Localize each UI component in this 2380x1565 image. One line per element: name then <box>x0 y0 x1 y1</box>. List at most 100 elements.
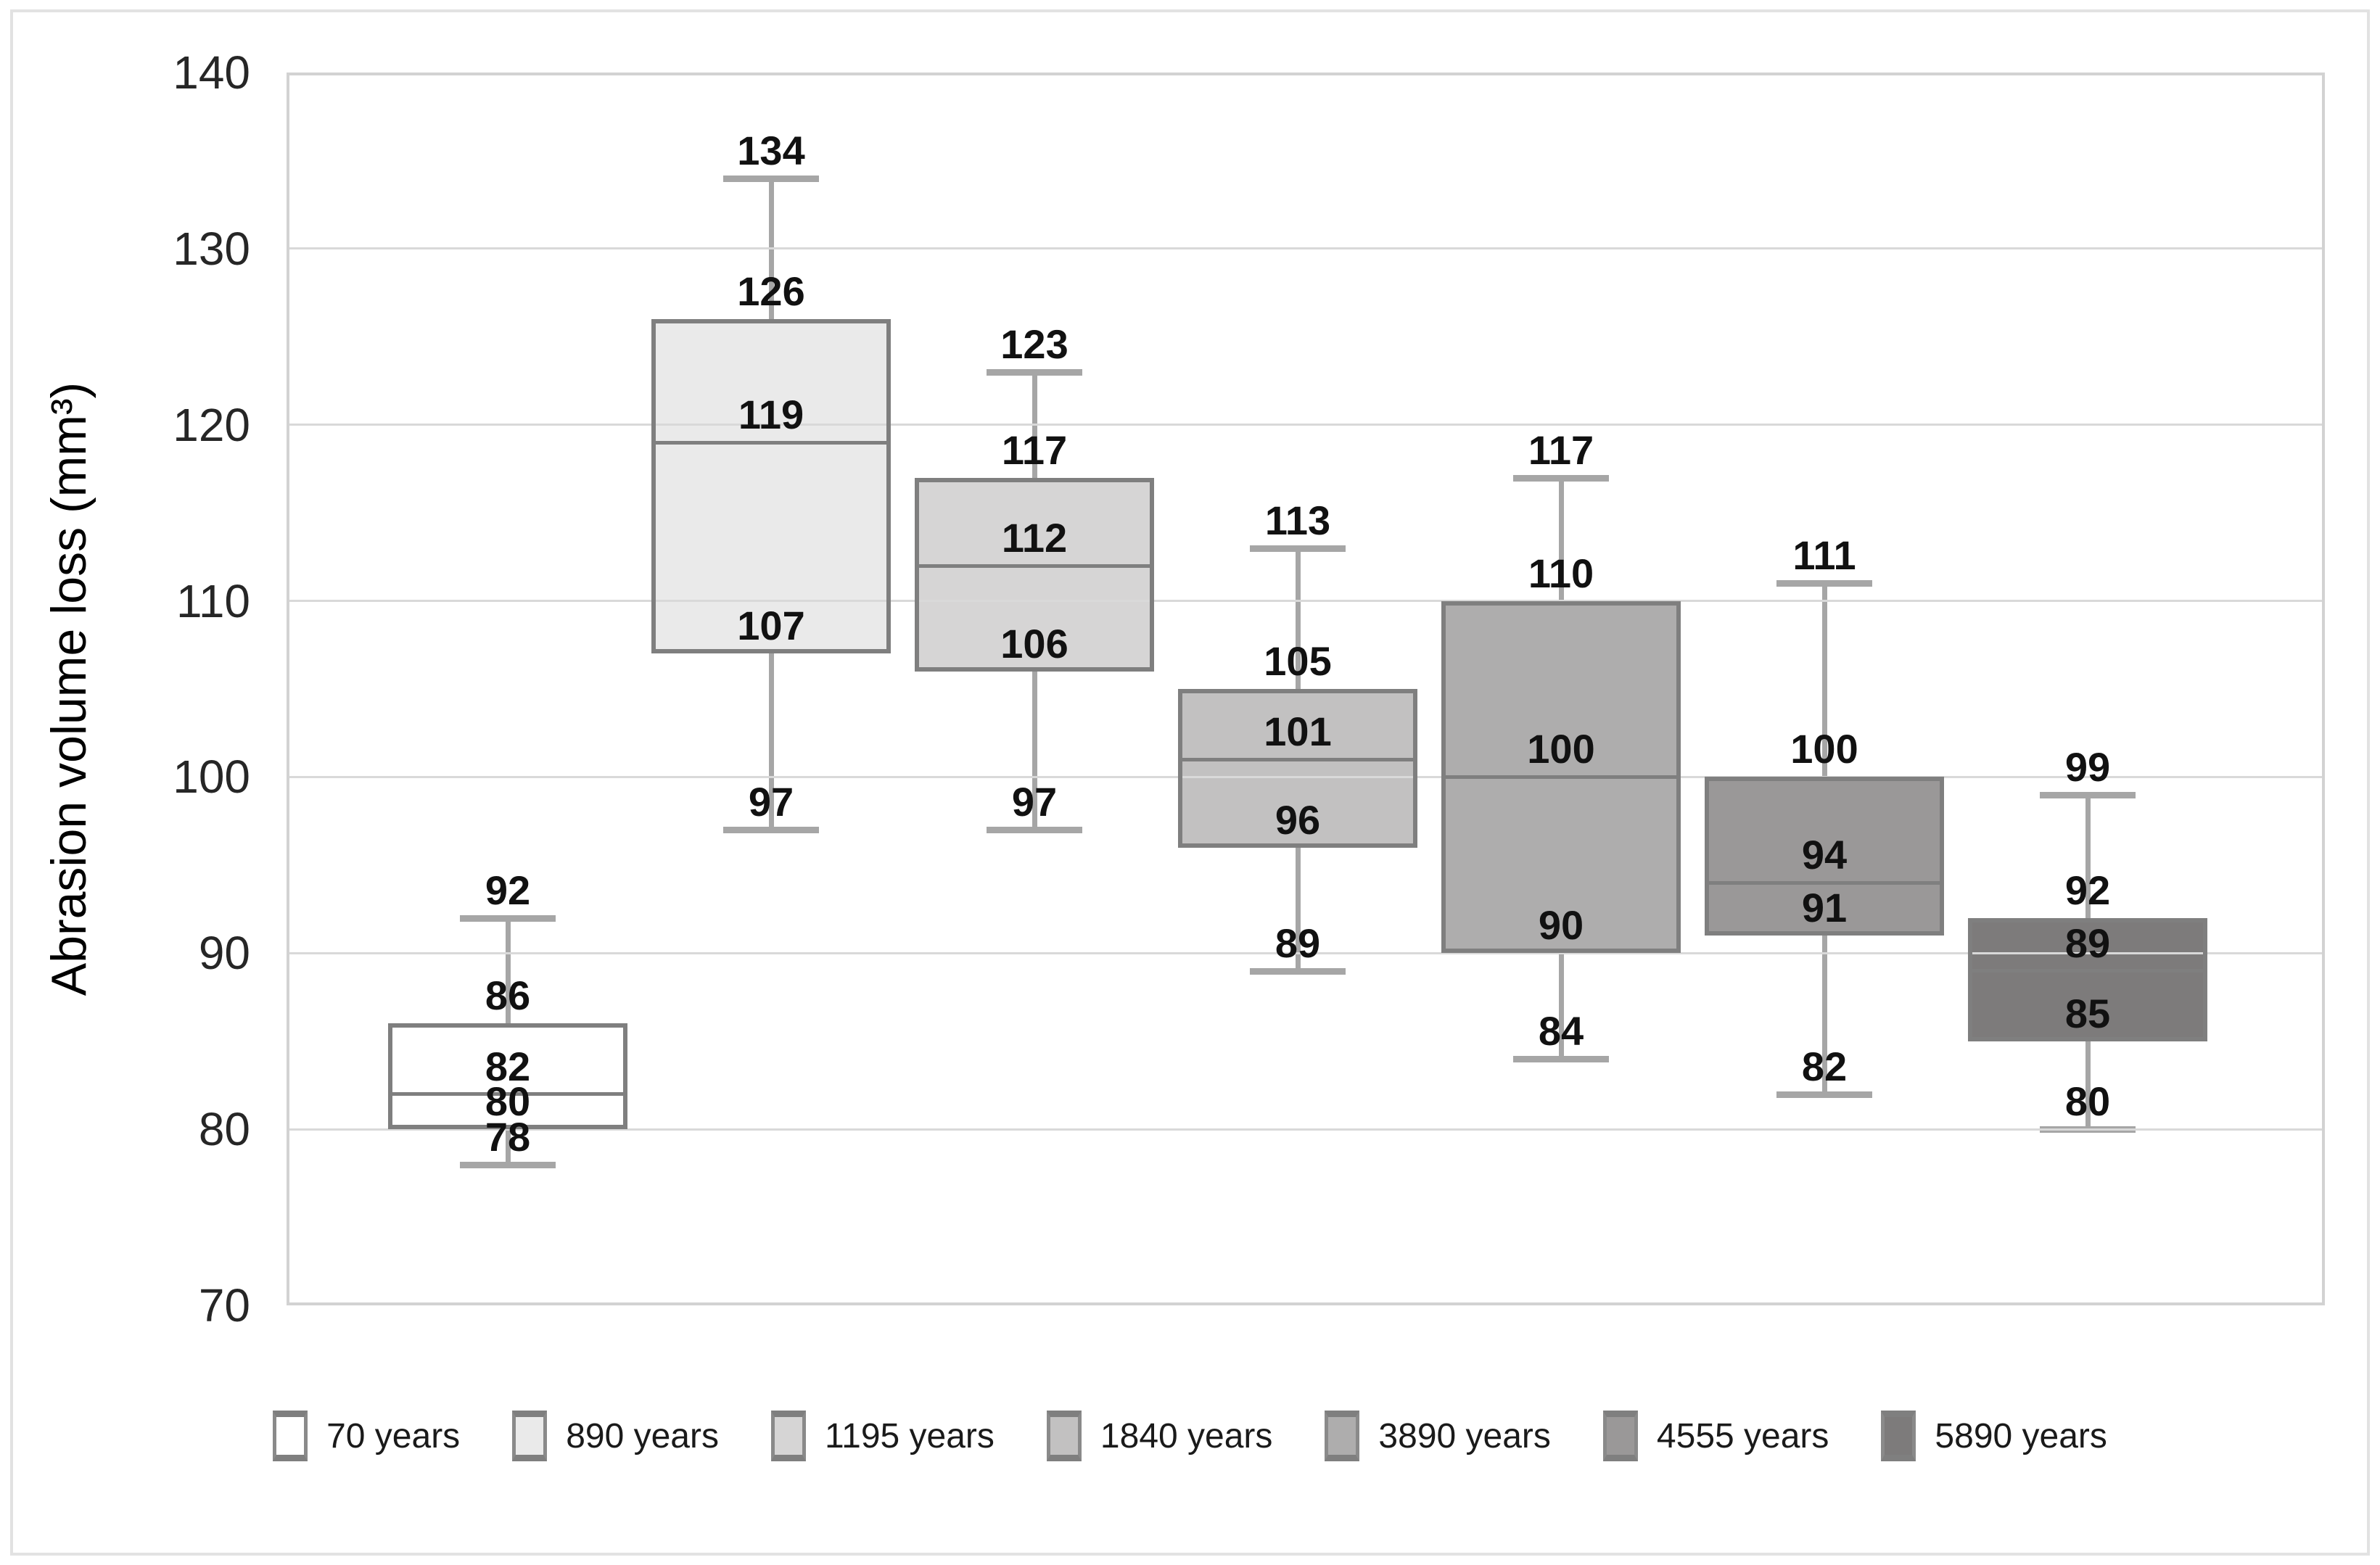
data-label-q1-4555-years: 91 <box>1801 885 1848 930</box>
y-tick-label-120: 120 <box>173 398 250 451</box>
median-line-1840-years <box>1182 757 1413 761</box>
whisker-cap-max-70-years <box>460 914 556 922</box>
whisker-bottom-1840-years <box>1295 847 1301 971</box>
whisker-cap-max-5890-years <box>2040 791 2136 798</box>
data-label-q3-1840-years: 105 <box>1264 638 1332 684</box>
whisker-top-5890-years <box>2085 794 2091 918</box>
data-label-max-70-years: 92 <box>485 867 531 913</box>
whisker-cap-min-1195-years <box>987 827 1082 834</box>
whisker-cap-min-1840-years <box>1250 967 1346 975</box>
data-label-max-890-years: 134 <box>737 127 805 173</box>
whisker-top-3890-years <box>1558 477 1564 601</box>
data-label-q3-70-years: 86 <box>485 973 531 1019</box>
data-label-q1-5890-years: 85 <box>2064 990 2111 1036</box>
legend-label-890-years: 890 years <box>566 1416 719 1455</box>
legend-label-1195-years: 1195 years <box>824 1416 995 1455</box>
whisker-cap-max-1195-years <box>987 368 1082 376</box>
data-label-q3-3890-years: 110 <box>1528 550 1594 596</box>
whisker-bottom-5890-years <box>2085 1041 2091 1130</box>
legend-item-890-years: 890 years <box>512 1411 719 1461</box>
data-label-median-1195-years: 112 <box>1001 515 1068 561</box>
data-label-min-890-years: 97 <box>748 779 794 825</box>
legend-swatch-3890-years <box>1325 1411 1360 1461</box>
data-label-q1-3890-years: 90 <box>1538 902 1584 949</box>
box-70-years <box>388 1023 627 1130</box>
data-label-q3-5890-years: 92 <box>2064 867 2111 913</box>
y-tick-label-70: 70 <box>198 1279 250 1331</box>
plot-area-border <box>287 73 2325 1305</box>
legend-swatch-70-years <box>273 1411 308 1461</box>
data-label-q3-4555-years: 100 <box>1790 726 1858 772</box>
legend-swatch-890-years <box>512 1411 548 1461</box>
median-line-3890-years <box>1446 775 1676 779</box>
legend-swatch-1840-years <box>1046 1411 1082 1461</box>
y-axis-title: Abrasion volume loss (mm³) <box>41 381 96 996</box>
data-label-min-4555-years: 82 <box>1801 1043 1848 1089</box>
whisker-cap-max-1840-years <box>1250 545 1346 552</box>
legend-label-70-years: 70 years <box>326 1416 461 1455</box>
legend-label-4555-years: 4555 years <box>1656 1416 1829 1455</box>
whisker-cap-min-890-years <box>723 827 819 834</box>
legend-item-1195-years: 1195 years <box>770 1411 995 1461</box>
whisker-bottom-70-years <box>505 1129 511 1165</box>
box-5890-years <box>1968 917 2207 1041</box>
box-1195-years <box>915 477 1154 672</box>
data-label-min-1840-years: 89 <box>1275 920 1321 966</box>
median-line-890-years <box>656 440 886 445</box>
data-label-max-5890-years: 99 <box>2064 743 2111 790</box>
legend-item-4555-years: 4555 years <box>1602 1411 1829 1461</box>
box-fill-70-years <box>388 1023 627 1130</box>
whisker-cap-max-3890-years <box>1513 474 1609 482</box>
data-label-min-3890-years: 84 <box>1538 1008 1584 1054</box>
legend-item-5890-years: 5890 years <box>1881 1411 2107 1461</box>
box-fill-1195-years <box>915 477 1154 672</box>
data-label-min-5890-years: 80 <box>2064 1078 2111 1125</box>
box-890-years <box>651 319 891 654</box>
whisker-top-70-years <box>505 917 511 1024</box>
data-label-max-1840-years: 113 <box>1264 497 1331 543</box>
legend-swatch-4555-years <box>1602 1411 1638 1461</box>
data-label-median-1840-years: 101 <box>1264 709 1332 755</box>
y-tick-label-100: 100 <box>173 751 250 804</box>
box-fill-890-years <box>651 319 891 654</box>
whisker-cap-min-4555-years <box>1776 1091 1872 1098</box>
median-line-1195-years <box>919 563 1150 568</box>
whisker-cap-max-890-years <box>723 175 819 182</box>
legend-item-3890-years: 3890 years <box>1325 1411 1551 1461</box>
legend-item-70-years: 70 years <box>273 1411 460 1461</box>
legend-label-3890-years: 3890 years <box>1378 1416 1551 1455</box>
box-1840-years <box>1178 689 1417 848</box>
box-fill-5890-years <box>1968 917 2207 1041</box>
whisker-top-1840-years <box>1295 548 1301 689</box>
box-3890-years <box>1441 600 1681 954</box>
data-label-max-1195-years: 123 <box>1000 321 1068 367</box>
data-label-q1-1195-years: 106 <box>1000 620 1068 666</box>
median-line-5890-years <box>1972 969 2203 973</box>
whisker-bottom-890-years <box>768 653 774 830</box>
box-fill-4555-years <box>1705 777 1944 936</box>
median-line-4555-years <box>1709 880 1940 885</box>
median-line-70-years <box>392 1092 623 1097</box>
data-label-median-3890-years: 100 <box>1527 726 1595 772</box>
data-label-max-4555-years: 111 <box>1792 532 1856 579</box>
data-label-q3-1195-years: 117 <box>1001 426 1068 473</box>
data-label-q3-890-years: 126 <box>737 268 805 314</box>
whisker-cap-min-70-years <box>460 1161 556 1168</box>
gridline-80 <box>287 1128 2325 1131</box>
legend-swatch-5890-years <box>1881 1411 1916 1461</box>
whisker-cap-max-4555-years <box>1776 580 1872 587</box>
gridline-110 <box>287 600 2325 603</box>
gridline-100 <box>287 775 2325 778</box>
y-tick-label-130: 130 <box>173 222 250 275</box>
data-label-median-4555-years: 94 <box>1801 832 1848 878</box>
y-tick-label-80: 80 <box>198 1103 250 1156</box>
data-label-max-3890-years: 117 <box>1528 426 1594 473</box>
legend-label-1840-years: 1840 years <box>1100 1416 1273 1455</box>
y-tick-label-110: 110 <box>176 574 250 627</box>
box-4555-years <box>1705 777 1944 936</box>
gridline-90 <box>287 951 2325 954</box>
whisker-bottom-3890-years <box>1558 953 1564 1059</box>
data-label-q1-890-years: 107 <box>737 603 805 649</box>
y-tick-label-140: 140 <box>173 46 250 99</box>
